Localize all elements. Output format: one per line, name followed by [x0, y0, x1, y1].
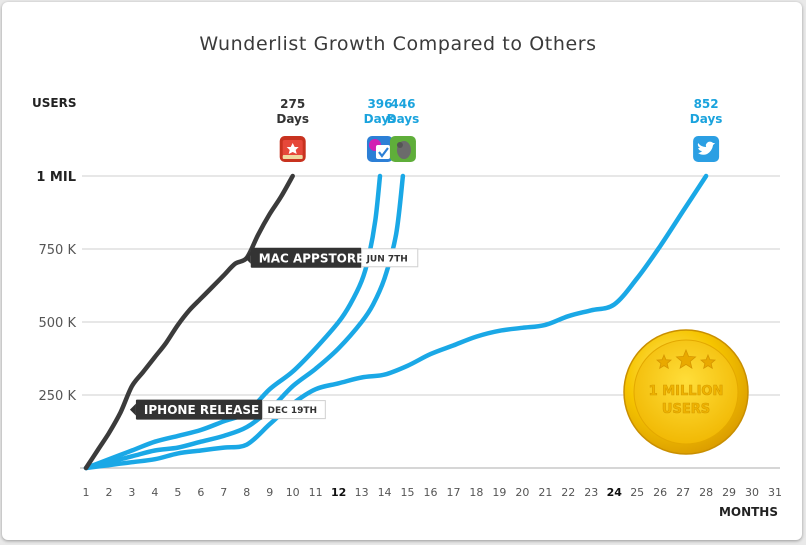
x-tick-label: 1 — [83, 486, 90, 499]
series-line-0 — [83, 173, 295, 471]
x-tick-label: 7 — [220, 486, 227, 499]
x-tick-label: 12 — [331, 486, 346, 499]
annotation-date: DEC 19TH — [268, 406, 318, 416]
x-tick-label: 13 — [355, 486, 369, 499]
x-tick-label: 23 — [584, 486, 598, 499]
series-line-3 — [83, 173, 709, 471]
growth-chart: Wunderlist Growth Compared to Others USE… — [32, 33, 783, 519]
x-tick-label: 3 — [128, 486, 135, 499]
y-tick-label: 750 K — [39, 243, 77, 258]
milestone-days: 446 Days — [387, 97, 420, 126]
x-tick-label: 9 — [266, 486, 273, 499]
star-icon — [675, 348, 697, 369]
series-line-1 — [83, 173, 383, 471]
star-icon — [699, 353, 717, 370]
x-tick-label: 19 — [492, 486, 506, 499]
one-million-badge: 1 MILLION USERS — [623, 329, 749, 455]
x-tick-label: 29 — [722, 486, 736, 499]
x-tick-label: 30 — [745, 486, 759, 499]
x-tick-label: 18 — [469, 486, 483, 499]
annotation-label: IPHONE RELEASE — [144, 403, 259, 417]
twitter-app-icon — [693, 136, 720, 162]
x-tick-label: 27 — [676, 486, 690, 499]
x-tick-label: 8 — [243, 486, 250, 499]
x-tick-label: 25 — [630, 486, 644, 499]
wunderlist-app-icon — [279, 136, 306, 162]
y-tick-label: 250 K — [39, 389, 77, 404]
x-tick-label: 21 — [538, 486, 552, 499]
y-tick-label: 500 K — [39, 316, 77, 331]
x-tick-label: 16 — [424, 486, 438, 499]
x-tick-label: 20 — [515, 486, 529, 499]
chart-title: Wunderlist Growth Compared to Others — [199, 33, 596, 55]
x-tick-label: 26 — [653, 486, 667, 499]
milestone-1: 396 Days — [364, 97, 397, 162]
x-tick-labels: 1 2 3 4 5 6 7 8 9 10 11 12 13 14 15 16 17 18 19 20 21 22 23 24 2… — [83, 486, 783, 499]
x-tick-label: 6 — [197, 486, 204, 499]
chart-card: Wunderlist Growth Compared to Others USE… — [2, 2, 802, 540]
gridlines — [80, 175, 780, 469]
x-tick-label: 11 — [309, 486, 323, 499]
badge-line-2: USERS — [662, 402, 710, 417]
x-axis-label: MONTHS — [719, 505, 778, 519]
milestone-3: 852 Days — [690, 97, 723, 162]
evernote-app-icon — [389, 136, 416, 162]
y-tick-label: 1 MIL — [36, 170, 76, 185]
milestone-days: 396 Days — [364, 97, 397, 126]
x-tick-label: 14 — [378, 486, 392, 499]
x-tick-label: 4 — [151, 486, 158, 499]
badge-line-1: 1 MILLION — [649, 384, 724, 399]
x-tick-label: 24 — [607, 486, 623, 499]
annotation-0: MAC APPSTORE JUN 7TH — [244, 247, 419, 268]
x-tick-label: 2 — [105, 486, 112, 499]
x-tick-label: 10 — [286, 486, 300, 499]
milestone-2: 446 Days — [387, 97, 420, 162]
annotation-label: MAC APPSTORE — [259, 251, 365, 265]
milestone-days: 275 Days — [276, 97, 309, 126]
y-tick-labels: 250 K 500 K 750 K 1 MIL — [36, 170, 76, 404]
x-tick-label: 31 — [768, 486, 782, 499]
x-tick-label: 15 — [401, 486, 415, 499]
y-axis-label: USERS — [32, 96, 76, 110]
foursquare-app-icon — [366, 136, 393, 162]
star-icon — [655, 353, 673, 370]
milestone-days: 852 Days — [690, 97, 723, 126]
x-tick-label: 22 — [561, 486, 575, 499]
x-tick-label: 5 — [174, 486, 181, 499]
annotation-date: JUN 7TH — [366, 254, 408, 264]
x-tick-label: 28 — [699, 486, 713, 499]
annotations: MAC APPSTORE JUN 7TH IPHONE RELEASE DEC 19T… — [129, 247, 419, 420]
annotation-1: IPHONE RELEASE DEC 19TH — [129, 399, 326, 420]
milestone-0: 275 Days — [276, 97, 309, 162]
x-tick-label: 17 — [446, 486, 460, 499]
